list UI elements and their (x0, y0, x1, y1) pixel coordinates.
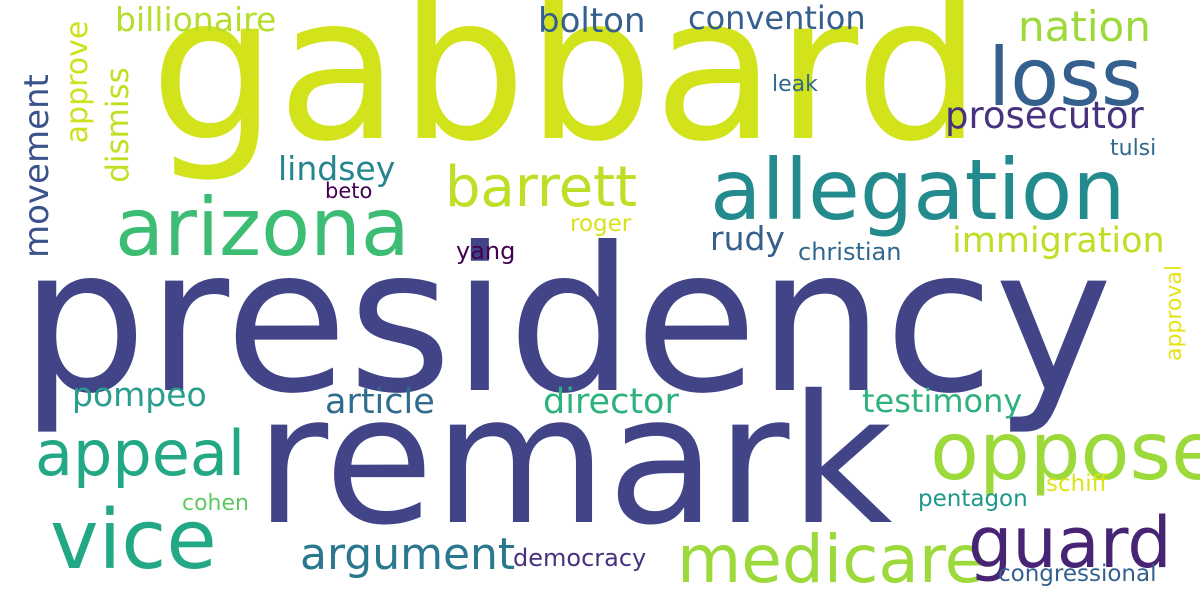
word-medicare: medicare (677, 521, 986, 598)
word-lindsey: lindsey (278, 149, 396, 188)
word-beto: beto (325, 179, 373, 203)
word-vice: vice (50, 493, 217, 588)
word-democracy: democracy (513, 544, 647, 572)
word-barrett: barrett (445, 155, 638, 220)
word-congressional: congressional (998, 561, 1157, 587)
word-presidency: presidency (20, 205, 1113, 438)
word-roger: roger (570, 211, 632, 237)
word-pompeo: pompeo (72, 375, 207, 414)
word-immigration: immigration (952, 221, 1165, 261)
word-testimony: testimony (862, 382, 1023, 420)
word-nation: nation (1018, 2, 1151, 51)
word-billionaire: billionaire (115, 0, 277, 39)
word-director: director (543, 382, 679, 422)
word-guard: guard (968, 502, 1172, 584)
word-movement: movement (17, 74, 57, 258)
word-oppose: oppose (930, 405, 1200, 498)
word-approve: approve (60, 20, 95, 144)
word-dismiss: dismiss (100, 67, 136, 183)
word-approval: approval (1162, 264, 1187, 362)
word-gabbard: gabbard (150, 0, 982, 186)
word-arizona: arizona (115, 181, 410, 274)
word-remark: remark (255, 357, 893, 564)
word-leak: leak (772, 72, 818, 97)
word-schiff: schiff (1046, 471, 1108, 497)
word-cohen: cohen (182, 491, 249, 516)
word-rudy: rudy (710, 219, 785, 258)
word-christian: christian (798, 238, 902, 266)
word-tulsi: tulsi (1110, 136, 1157, 161)
word-appeal: appeal (35, 417, 246, 490)
word-pentagon: pentagon (918, 486, 1028, 512)
word-loss: loss (988, 31, 1143, 124)
word-allegation: allegation (710, 141, 1126, 239)
word-prosecutor: prosecutor (945, 94, 1144, 137)
word-argument: argument (300, 529, 516, 580)
word-article: article (325, 382, 435, 422)
word-bolton: bolton (538, 1, 646, 41)
word-yang: yang (456, 237, 516, 265)
word-convention: convention (688, 0, 866, 37)
